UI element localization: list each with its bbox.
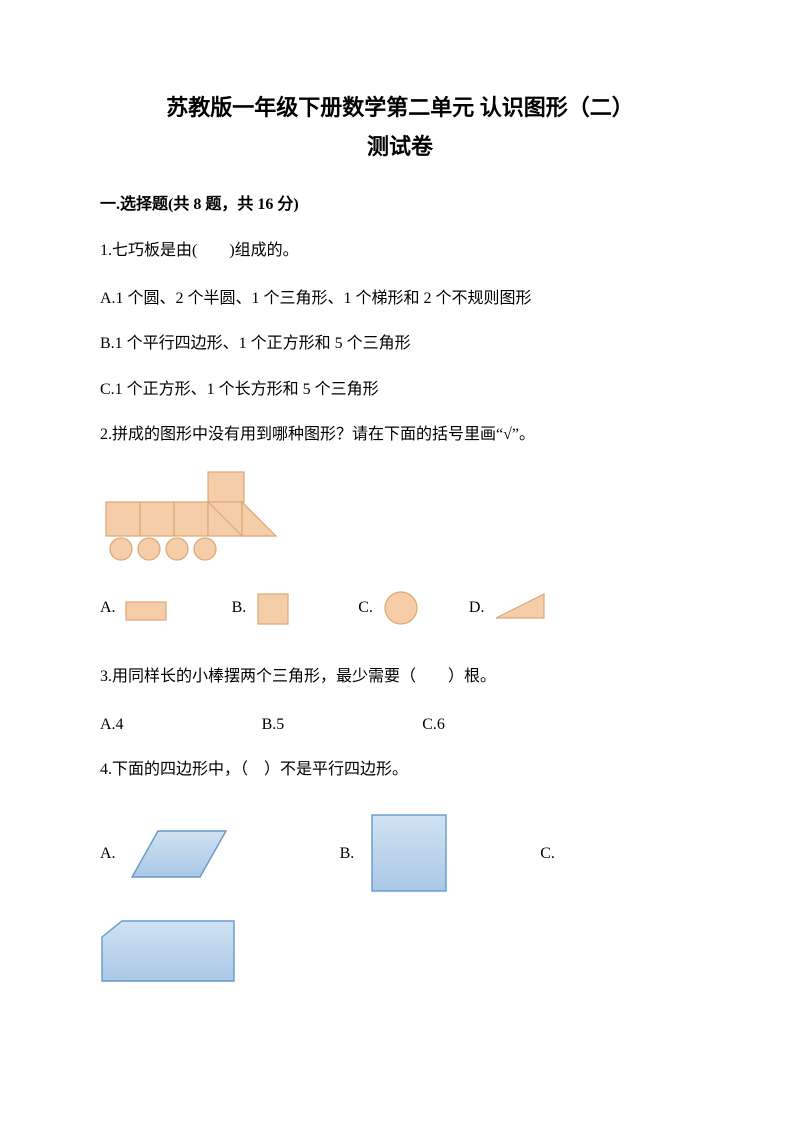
square-icon — [254, 588, 294, 628]
q2-option-c: C. — [358, 588, 421, 628]
q3-text: 3.用同样长的小棒摆两个三角形，最少需要（ ）根。 — [100, 664, 700, 690]
q1-option-a: A.1 个圆、2 个半圆、1 个三角形、1 个梯形和 2 个不规则图形 — [100, 286, 700, 312]
question-3: 3.用同样长的小棒摆两个三角形，最少需要（ ）根。 — [100, 664, 700, 690]
circle-icon — [381, 588, 421, 628]
q2-a-label: A. — [100, 595, 116, 621]
q2-option-b: B. — [232, 588, 295, 628]
train-figure — [100, 470, 700, 566]
q4-text: 4.下面的四边形中，（ ）不是平行四边形。 — [100, 757, 700, 783]
question-4: 4.下面的四边形中，（ ）不是平行四边形。 — [100, 757, 700, 783]
q2-b-label: B. — [232, 595, 247, 621]
q2-options-row: A. B. C. D. — [100, 588, 700, 628]
triangle-icon — [492, 588, 548, 628]
parallelogram-icon — [130, 827, 230, 881]
question-1: 1.七巧板是由( )组成的。 — [100, 238, 700, 264]
q1-option-b: B.1 个平行四边形、1 个正方形和 5 个三角形 — [100, 331, 700, 357]
q2-option-a: A. — [100, 588, 172, 628]
q4-options-row: A. B. C. — [100, 813, 700, 895]
q2-c-label: C. — [358, 595, 373, 621]
section1-header: 一.选择题(共 8 题，共 16 分) — [100, 192, 700, 218]
q4-c-label: C. — [540, 841, 555, 867]
q2-text: 2.拼成的图形中没有用到哪种图形？请在下面的括号里画“√”。 — [100, 422, 700, 448]
rectangle-icon — [124, 588, 172, 628]
pentagon-icon — [100, 919, 238, 985]
q2-option-d: D. — [469, 588, 549, 628]
q2-d-label: D. — [469, 595, 485, 621]
page-title-1: 苏教版一年级下册数学第二单元 认识图形（二） — [100, 90, 700, 125]
q4-a-label: A. — [100, 841, 116, 867]
q4-extra-shape — [100, 919, 700, 985]
page-title-2: 测试卷 — [100, 129, 700, 164]
q1-text: 1.七巧板是由( )组成的。 — [100, 238, 700, 264]
q3-option-b: B.5 — [262, 716, 285, 733]
q1-option-c: C.1 个正方形、1 个长方形和 5 个三角形 — [100, 377, 700, 403]
blue-rectangle-icon — [368, 813, 450, 895]
q3-option-c: C.6 — [422, 716, 445, 733]
question-2: 2.拼成的图形中没有用到哪种图形？请在下面的括号里画“√”。 — [100, 422, 700, 448]
train-icon — [100, 470, 290, 566]
q3-option-a: A.4 — [100, 716, 124, 733]
q4-b-label: B. — [340, 841, 355, 867]
q3-options: A.4 B.5 C.6 — [100, 712, 700, 738]
